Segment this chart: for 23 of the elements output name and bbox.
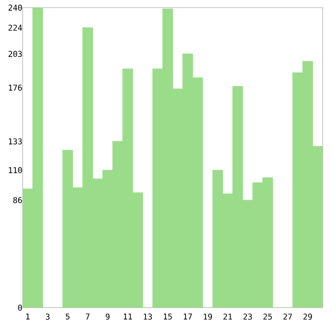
y-tick-label: 110 bbox=[8, 167, 22, 174]
y-tick-label: 86 bbox=[13, 197, 22, 204]
y-tick-label: 133 bbox=[8, 138, 22, 144]
x-tick-label: 29 bbox=[303, 314, 312, 320]
y-tick-label: 0 bbox=[18, 304, 22, 311]
y-tick-label: 224 bbox=[8, 24, 22, 31]
x-tick-label: 17 bbox=[184, 314, 192, 320]
x-tick-label: 1 bbox=[26, 314, 30, 320]
x-tick-label: 23 bbox=[243, 314, 252, 320]
x-tick-label: 21 bbox=[223, 314, 232, 320]
x-tick-label: 7 bbox=[86, 314, 90, 320]
y-tick-label: 203 bbox=[8, 50, 22, 57]
x-tick-label: 11 bbox=[124, 314, 132, 320]
x-tick-label: 27 bbox=[283, 314, 292, 320]
y-tick-label: 176 bbox=[8, 84, 22, 91]
x-tick-label: 19 bbox=[204, 314, 212, 320]
x-tick-label: 25 bbox=[263, 314, 272, 320]
x-tick-label: 15 bbox=[164, 314, 172, 320]
x-tick-label: 3 bbox=[46, 314, 50, 320]
x-tick-label: 13 bbox=[144, 314, 152, 320]
x-tick-label: 5 bbox=[66, 314, 70, 320]
y-tick-label: 240 bbox=[8, 4, 22, 11]
x-tick-label: 9 bbox=[106, 314, 110, 320]
